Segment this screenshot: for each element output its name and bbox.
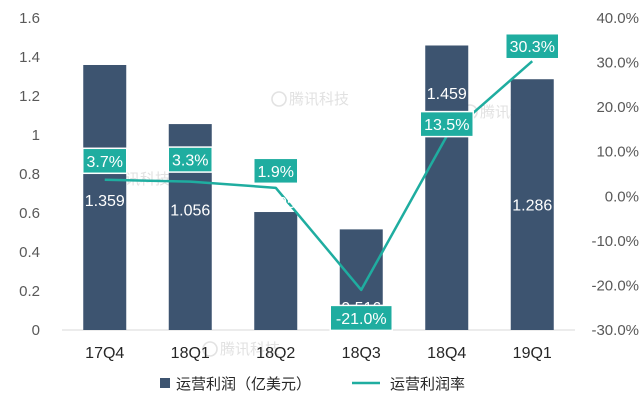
y-right-tick-label: 40.0% — [596, 10, 639, 27]
watermark-text: 腾讯科技 — [289, 91, 349, 108]
y-left-tick-label: 0.4 — [19, 244, 40, 261]
rate-value-label: 3.3% — [172, 153, 208, 170]
bar — [254, 212, 298, 330]
labels-layer: 1.3591.0560.6050.5161.4591.2863.7%3.3%1.… — [82, 32, 560, 332]
rate-label-box — [253, 157, 299, 185]
bar-value-label: 1.459 — [427, 86, 467, 103]
watermark-logo-icon — [202, 341, 218, 357]
rate-label-box — [167, 146, 213, 173]
y-left-tick-label: 1.4 — [19, 49, 40, 66]
rate-label-box — [419, 110, 474, 138]
y-left-tick-label: 0.6 — [19, 205, 40, 222]
bar-value-label: 1.359 — [85, 193, 125, 210]
x-tick-label: 19Q1 — [513, 345, 552, 362]
rate-value-label: 30.3% — [510, 39, 555, 56]
y-left-tick-label: 1.6 — [19, 10, 40, 27]
y-right-tick-label: 20.0% — [596, 99, 639, 116]
y-left-tick-label: 0.8 — [19, 166, 40, 183]
watermark-logo-icon — [271, 91, 287, 107]
y-right-tick-label: 10.0% — [596, 144, 639, 161]
bar — [510, 79, 554, 330]
rate-value-label: -21.0% — [336, 311, 387, 328]
legend-bar-label: 运营利润（亿美元） — [176, 376, 311, 393]
x-tick-label: 17Q4 — [85, 345, 124, 362]
watermark-text: 腾讯科技 — [220, 341, 280, 358]
x-tick-label: 18Q1 — [171, 345, 210, 362]
y-right-tick-label: -10.0% — [591, 233, 639, 250]
axes-layer: 0 0.2 0.4 0.6 0.8 1 1.2 1.4 1.6 -30.0% -20.0% -10.0… — [19, 10, 639, 362]
y-left-tick-label: 1 — [32, 127, 40, 144]
legend: 运营利润（亿美元） 运营利润率 — [160, 376, 465, 393]
rate-value-label: 1.9% — [258, 164, 294, 181]
legend-bar-swatch — [160, 378, 170, 388]
legend-line-label: 运营利润率 — [390, 376, 465, 393]
y-right-tick-label: 30.0% — [596, 55, 639, 72]
rate-label-box — [329, 304, 393, 332]
y-left-tick-label: 1.2 — [19, 88, 40, 105]
rate-label-box — [82, 147, 128, 175]
x-tick-label: 18Q3 — [342, 345, 381, 362]
y-right-tick-label: -20.0% — [591, 277, 639, 294]
x-tick-label: 18Q2 — [256, 345, 295, 362]
bar — [83, 64, 127, 331]
y-left-tick-label: 0.2 — [19, 283, 40, 300]
rate-label-box — [505, 32, 560, 60]
y-right-tick-label: -30.0% — [591, 322, 639, 339]
bar-value-label: 1.056 — [170, 203, 210, 220]
bar-value-label: 1.286 — [512, 198, 552, 215]
bar-value-label: 0.605 — [256, 195, 296, 212]
bar — [425, 45, 469, 331]
y-left-tick-label: 0 — [32, 322, 40, 339]
rate-value-label: 3.7% — [87, 154, 123, 171]
x-tick-label: 18Q4 — [427, 345, 466, 362]
bars-layer — [83, 45, 554, 331]
y-right-tick-label: 0.0% — [605, 188, 639, 205]
rate-value-label: 13.5% — [424, 117, 469, 134]
